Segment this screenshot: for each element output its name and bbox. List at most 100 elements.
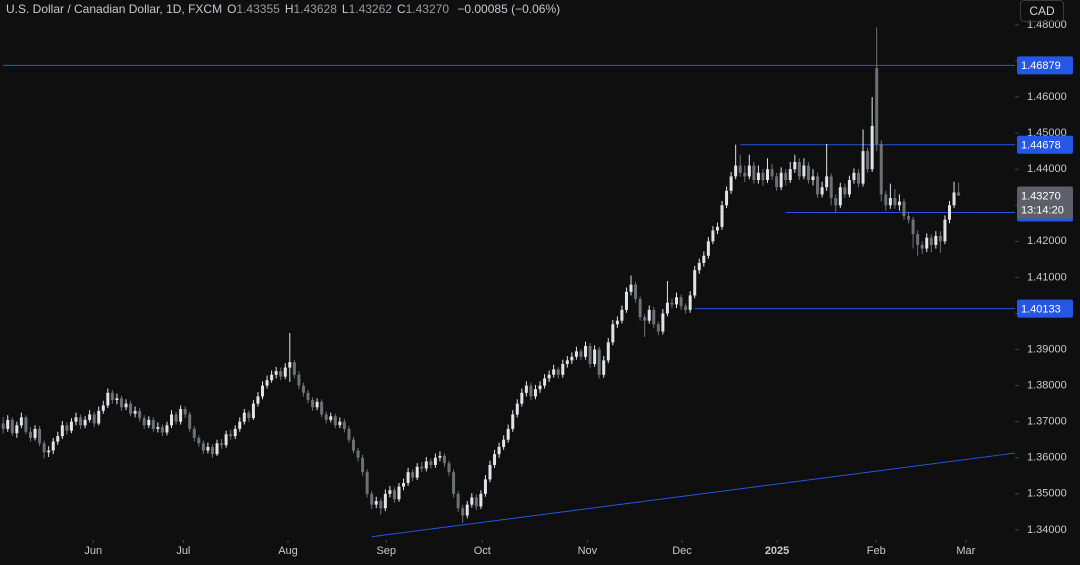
candle-body [397, 486, 401, 500]
candle-body [442, 455, 446, 464]
candle-body [506, 428, 510, 440]
candle-body [752, 165, 756, 180]
candle-body [447, 463, 451, 473]
candle-body [547, 374, 551, 379]
candle-body [1, 423, 5, 429]
candle-body [729, 176, 733, 191]
candle-body [138, 410, 142, 419]
candle-body [502, 439, 506, 447]
candle-body [233, 428, 237, 437]
level-label-box [1017, 56, 1073, 75]
field-label: C [396, 2, 406, 16]
symbol-title: U.S. Dollar / Canadian Dollar, 1D, FXCM [6, 2, 223, 16]
candle-body [916, 234, 920, 245]
candle-body [351, 439, 355, 451]
candle-body [847, 180, 851, 195]
candle-body [106, 392, 110, 406]
candle-body [866, 151, 870, 170]
candle-body [588, 345, 592, 364]
candle-body [556, 369, 560, 375]
field-value: 1.43355 [236, 2, 280, 16]
x-tick-label: Nov [578, 545, 598, 557]
candle-body [215, 443, 219, 455]
candle-body [424, 461, 428, 469]
candle-body [493, 454, 497, 465]
currency-button[interactable]: CAD [1020, 0, 1064, 22]
x-tick-label: Oct [474, 545, 491, 557]
candle-body [474, 497, 478, 507]
candle-body [461, 508, 465, 516]
level-label-box [1017, 135, 1073, 154]
candle-body [115, 398, 119, 401]
candle-body [584, 345, 588, 357]
candle-body [515, 403, 519, 415]
candle-body [957, 192, 961, 196]
candle-body [734, 165, 738, 177]
y-tick-label: 1.36000 [1027, 452, 1067, 464]
candle-body [879, 143, 883, 195]
candle-body [720, 205, 724, 227]
candle-body [174, 414, 178, 422]
candle-body [210, 446, 214, 455]
candle-body [56, 436, 60, 442]
candle-body [179, 409, 183, 422]
candle-body [925, 237, 929, 249]
candle-body [170, 414, 174, 426]
candle-body [292, 362, 296, 375]
candle-body [329, 416, 333, 420]
candle-body [320, 401, 324, 415]
candle-body [897, 201, 901, 206]
candle-body [251, 403, 255, 419]
candle-body [65, 425, 69, 431]
candle-body [483, 479, 487, 494]
candle-body [374, 501, 378, 505]
candle-body [356, 450, 360, 458]
candle-body [579, 351, 583, 357]
candle-body [811, 176, 815, 180]
candle-body [574, 351, 578, 357]
candle-body [643, 317, 647, 321]
candle-body [24, 417, 28, 432]
candle-body [838, 187, 842, 206]
y-tick-label: 1.37000 [1027, 416, 1067, 428]
candle-body [288, 362, 292, 368]
candle-body [538, 385, 542, 390]
candle-body [370, 493, 374, 505]
level-label-box [1017, 299, 1073, 318]
y-tick-label: 1.39000 [1027, 343, 1067, 355]
candle-body [488, 464, 492, 480]
last-price-box [1017, 186, 1073, 219]
candle-body [242, 412, 246, 422]
candle-body [101, 405, 105, 411]
candle-body [934, 235, 938, 245]
candle-body [793, 161, 797, 170]
candle-body [429, 461, 433, 465]
candle-body [406, 472, 410, 484]
candle-body [201, 443, 205, 451]
candle-body [652, 309, 656, 325]
candle-body [766, 169, 770, 180]
y-tick-label: 1.42000 [1027, 235, 1067, 247]
candle-body [347, 428, 351, 440]
candle-body [365, 472, 369, 494]
candle-body [611, 324, 615, 343]
candle-body [119, 398, 123, 408]
x-tick-label: Dec [672, 545, 692, 557]
candle-body [333, 416, 337, 426]
candle-body [51, 441, 55, 451]
candle-body [775, 176, 779, 188]
candle-body [10, 419, 14, 434]
candle-body [206, 446, 210, 451]
candle-body [761, 172, 765, 180]
candle-body [665, 302, 669, 314]
candle-body [261, 385, 265, 397]
candle-body [634, 284, 638, 300]
candle-body [420, 466, 424, 469]
candle-body [779, 172, 783, 188]
candle-body [402, 483, 406, 487]
candle-body [238, 421, 242, 429]
y-tick-label: 1.34000 [1027, 524, 1067, 536]
candle-body [902, 201, 906, 217]
